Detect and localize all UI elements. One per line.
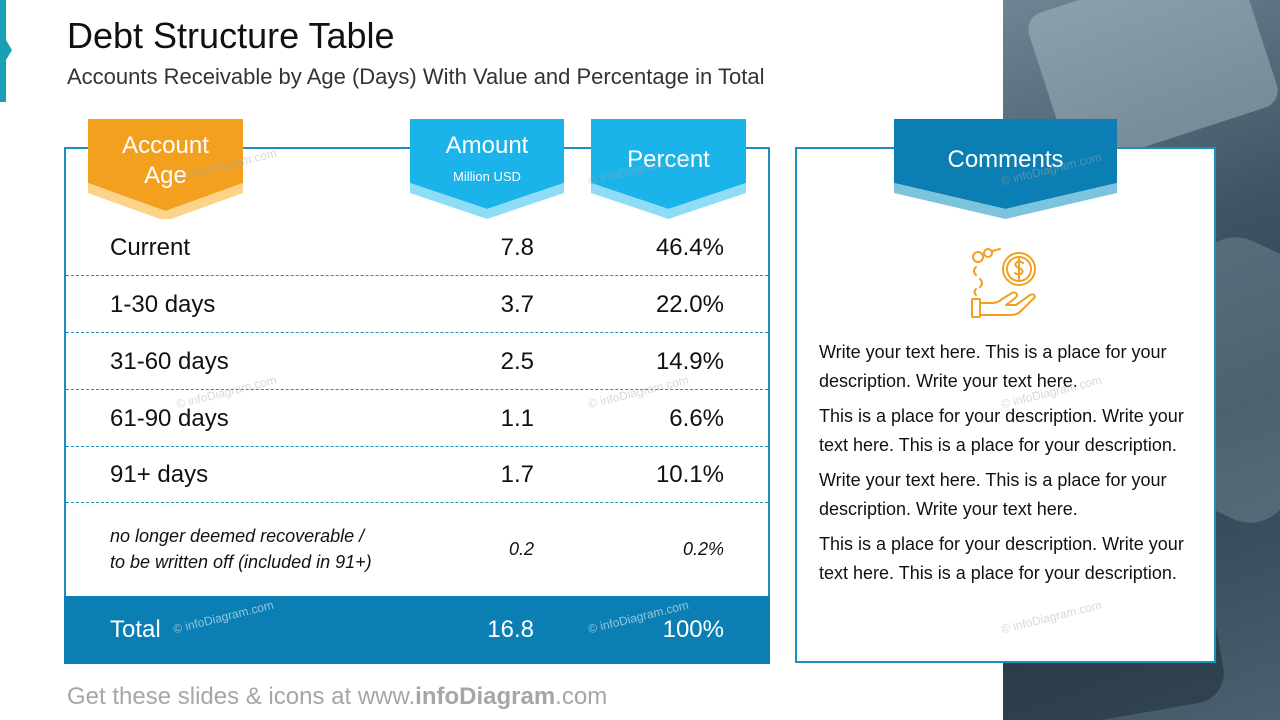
header-ribbon-shape	[591, 119, 746, 219]
cell-age: 61-90 days	[110, 405, 229, 432]
header-ribbon-shape	[894, 119, 1117, 219]
comment-paragraph: Write your text here. This is a place fo…	[819, 470, 1167, 519]
cell-age: Current	[110, 234, 191, 261]
cell-percent: 6.6%	[669, 405, 724, 432]
note-line: to be written off (included in 91+)	[110, 552, 372, 572]
cell-percent: 10.1%	[655, 461, 724, 488]
header-comments: Comments	[894, 119, 1117, 219]
cell-amount: 3.7	[500, 291, 534, 318]
header-label: Amount	[445, 132, 529, 159]
page-subtitle: Accounts Receivable by Age (Days) With V…	[67, 64, 765, 89]
cell-amount: 2.5	[500, 348, 534, 375]
total-percent: 100%	[662, 616, 724, 643]
table-row: 91+ days 1.7 10.1%	[66, 446, 768, 503]
table-row: 1-30 days 3.7 22.0%	[66, 276, 768, 333]
footer-suffix: .com	[555, 683, 608, 710]
cell-note: no longer deemed recoverable / to be wri…	[110, 523, 430, 575]
cell-age: 31-60 days	[110, 348, 229, 375]
cell-amount: 0.2	[508, 539, 534, 559]
total-amount: 16.8	[487, 616, 534, 643]
table-row: 61-90 days 1.1 6.6%	[66, 390, 768, 447]
cell-amount: 7.8	[500, 234, 534, 261]
header-unit: Million USD	[453, 169, 521, 184]
cell-amount: 1.1	[500, 405, 534, 432]
cell-age: 1-30 days	[110, 291, 216, 318]
table-total-row: Total 16.8 100%	[64, 596, 770, 664]
footer-promo: Get these slides & icons at www.infoDiag…	[67, 683, 607, 711]
table-row: 31-60 days 2.5 14.9%	[66, 333, 768, 390]
cell-percent: 46.4%	[655, 234, 724, 261]
table-note-row: no longer deemed recoverable / to be wri…	[66, 503, 768, 596]
header-label: Comments	[947, 146, 1064, 173]
header-amount: Amount Million USD	[410, 119, 564, 219]
cell-percent: 0.2%	[682, 539, 724, 559]
header-ribbon-shape	[88, 119, 243, 219]
comments-text: Write your text here. This is a place fo…	[819, 338, 1189, 594]
cell-percent: 22.0%	[655, 291, 724, 318]
comments-box	[795, 147, 1216, 663]
header-ribbon-shape	[410, 119, 564, 219]
accent-tab	[0, 0, 12, 102]
money-hand-chain-icon	[966, 245, 1046, 319]
header-percent: Percent	[591, 119, 746, 219]
comment-paragraph: This is a place for your description. Wr…	[819, 534, 1184, 583]
header-account-age: Account Age	[88, 119, 243, 219]
total-label: Total	[110, 616, 161, 643]
header-label: Age	[144, 162, 187, 189]
footer-prefix: Get these slides & icons at www.	[67, 683, 416, 710]
cell-percent: 14.9%	[655, 348, 724, 375]
header-label: Percent	[627, 146, 710, 173]
header-label: Account	[122, 132, 209, 159]
note-line: no longer deemed recoverable /	[110, 526, 365, 546]
comment-paragraph: Write your text here. This is a place fo…	[819, 342, 1167, 391]
page-title: Debt Structure Table	[67, 15, 395, 56]
footer-brand: infoDiagram	[415, 683, 556, 710]
cell-age: 91+ days	[110, 461, 209, 488]
comment-paragraph: This is a place for your description. Wr…	[819, 406, 1184, 455]
table-row: Current 7.8 46.4%	[66, 219, 768, 276]
cell-amount: 1.7	[500, 461, 534, 488]
